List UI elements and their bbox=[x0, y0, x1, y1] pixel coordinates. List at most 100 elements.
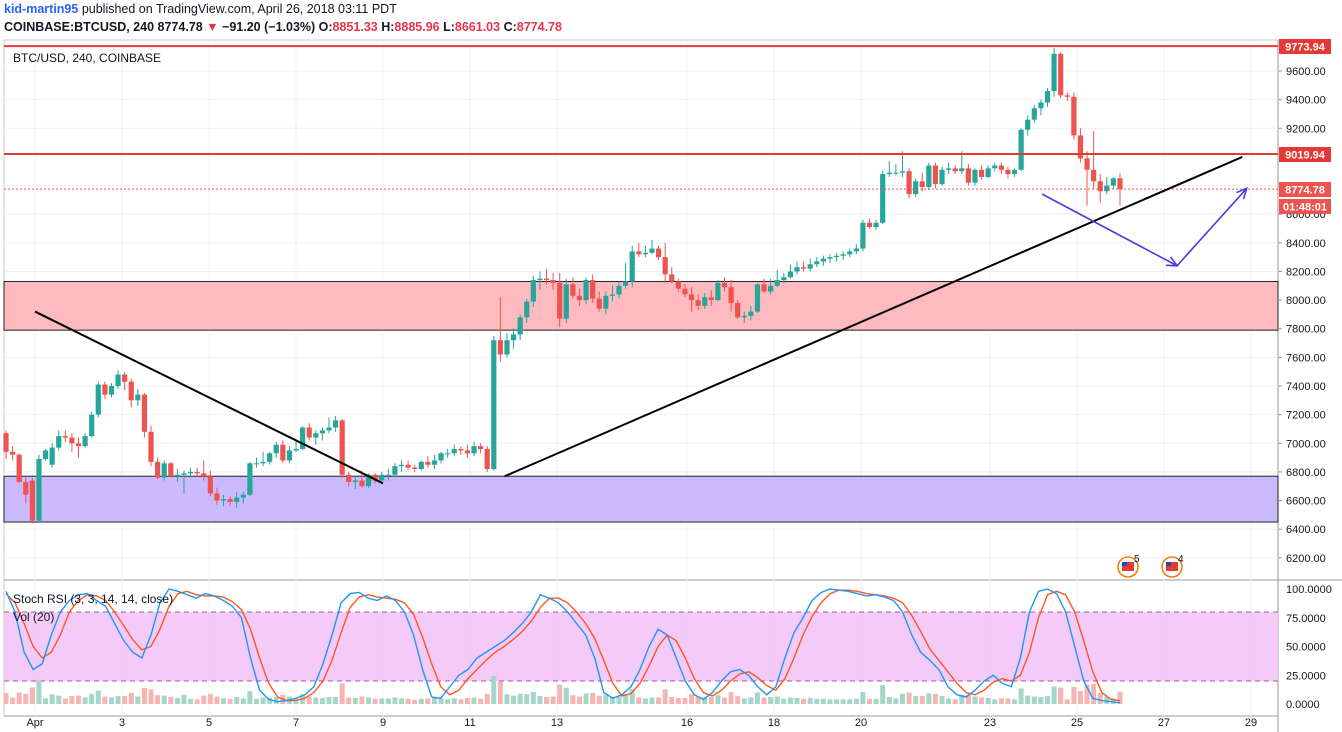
candle-up bbox=[629, 251, 635, 282]
candle-down bbox=[682, 288, 688, 295]
candle-down bbox=[675, 281, 681, 289]
candle-up bbox=[939, 169, 945, 185]
open-label: O: bbox=[318, 20, 333, 34]
volume-bar bbox=[385, 698, 391, 704]
volume-bar bbox=[873, 698, 879, 704]
volume-bar bbox=[834, 699, 840, 704]
candle-up bbox=[365, 474, 372, 487]
y-tick-label: 7200.00 bbox=[1286, 410, 1326, 422]
volume-bar bbox=[76, 695, 82, 704]
volume-bar bbox=[662, 689, 668, 704]
candle-up bbox=[286, 450, 293, 461]
volume-bar bbox=[998, 698, 1004, 704]
high-value: 8885.96 bbox=[394, 20, 440, 34]
volume-bar bbox=[992, 699, 998, 704]
stoch-d-line bbox=[5, 589, 1121, 702]
x-tick-label: 29 bbox=[1245, 717, 1257, 729]
candle-up bbox=[1011, 169, 1018, 175]
candle-up bbox=[985, 168, 991, 177]
candle-down bbox=[543, 278, 550, 281]
volume-bar bbox=[919, 696, 925, 704]
y-tick-label: 6400.00 bbox=[1286, 524, 1326, 536]
volume-bar bbox=[464, 697, 470, 704]
volume-bar bbox=[267, 697, 273, 704]
event-count-2: 4 bbox=[1178, 554, 1184, 565]
stoch-tick-label: 25.0000 bbox=[1286, 670, 1326, 682]
candle-up bbox=[253, 463, 260, 465]
candlesticks bbox=[3, 48, 1123, 524]
us-flag-canton-icon bbox=[1122, 562, 1127, 566]
volume-bar bbox=[1104, 696, 1110, 704]
volume-bar bbox=[939, 696, 945, 704]
volume-bar bbox=[1012, 699, 1018, 704]
tag-countdown-text: 01:48:01 bbox=[1283, 202, 1327, 214]
volume-bar bbox=[629, 688, 635, 704]
candle-up bbox=[313, 433, 319, 438]
symbol-name: COINBASE:BTCUSD, 240 bbox=[4, 20, 155, 34]
volume-bar bbox=[649, 697, 655, 704]
volume-bar bbox=[1110, 698, 1116, 704]
candle-up bbox=[768, 285, 774, 292]
volume-bar bbox=[847, 699, 853, 704]
downtrend-line bbox=[34, 310, 384, 485]
volume-bar bbox=[1044, 696, 1050, 704]
y-tick-label: 9600.00 bbox=[1286, 66, 1326, 78]
candle-up bbox=[108, 386, 115, 395]
candle-down bbox=[688, 294, 695, 301]
us-flag-stripes-icon bbox=[1122, 562, 1134, 571]
volume-bar bbox=[372, 698, 378, 704]
volume-bar bbox=[570, 695, 576, 704]
tag-resistance: 9773.94 bbox=[1279, 39, 1331, 54]
stoch-band bbox=[4, 612, 1278, 681]
volume-bar bbox=[952, 699, 958, 704]
candle-down bbox=[735, 302, 741, 318]
tag-level-text: 9019.94 bbox=[1285, 150, 1326, 162]
candle-up bbox=[451, 449, 457, 454]
volume-bar bbox=[227, 698, 233, 704]
tag-last-bg bbox=[1279, 182, 1331, 197]
volume-bar bbox=[840, 699, 846, 704]
volume-bar bbox=[781, 698, 787, 704]
candle-down bbox=[1091, 169, 1097, 182]
candle-down bbox=[1084, 158, 1090, 170]
candle-up bbox=[616, 285, 622, 295]
author-link[interactable]: kid-martin95 bbox=[4, 2, 79, 16]
candle-up bbox=[445, 453, 451, 455]
candle-up bbox=[741, 315, 747, 318]
candle-up bbox=[260, 461, 266, 464]
stoch-k-line bbox=[5, 588, 1121, 704]
volume-bar bbox=[207, 693, 213, 704]
candle-up bbox=[537, 278, 543, 281]
volume-bar bbox=[906, 692, 912, 704]
volume-bar bbox=[1051, 686, 1057, 704]
candle-down bbox=[75, 443, 82, 447]
volume-bar bbox=[1117, 691, 1123, 704]
forecast-arrowhead-up bbox=[1236, 187, 1248, 200]
resistance-zone bbox=[3, 280, 1279, 331]
candle-down bbox=[998, 165, 1004, 170]
candle-up bbox=[530, 280, 536, 302]
tag-level: 9019.94 bbox=[1279, 147, 1331, 162]
volume-bar bbox=[886, 697, 892, 704]
candle-up bbox=[56, 436, 62, 448]
y-tick-label: 6200.00 bbox=[1286, 553, 1326, 565]
volume-bar bbox=[583, 693, 589, 704]
candle-up bbox=[1051, 53, 1057, 92]
candle-up bbox=[702, 297, 708, 306]
candle-up bbox=[418, 461, 424, 470]
candle-up bbox=[642, 252, 648, 255]
grid bbox=[3, 39, 1342, 732]
forecast-arrowhead-down bbox=[1166, 256, 1179, 267]
candle-up bbox=[220, 499, 227, 501]
volume-bar bbox=[10, 697, 16, 704]
volume-bar bbox=[728, 692, 734, 704]
candle-down bbox=[952, 168, 958, 172]
candle-down bbox=[23, 481, 29, 495]
volume-bar bbox=[260, 697, 266, 704]
volume-bar bbox=[405, 698, 411, 704]
event-flag-1[interactable]: 5 bbox=[1117, 554, 1140, 578]
candle-down bbox=[550, 280, 556, 283]
volume-bar bbox=[194, 699, 200, 704]
event-flag-2[interactable]: 4 bbox=[1161, 554, 1184, 578]
